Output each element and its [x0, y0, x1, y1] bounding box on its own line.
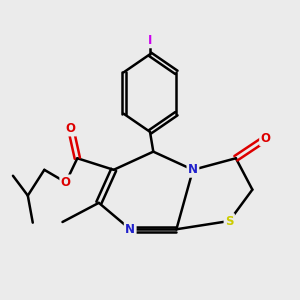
Text: O: O	[261, 132, 271, 145]
Text: N: N	[188, 163, 198, 176]
Text: I: I	[148, 34, 152, 47]
Text: N: N	[125, 223, 135, 236]
Text: S: S	[225, 214, 233, 227]
Text: O: O	[61, 176, 71, 189]
Text: O: O	[66, 122, 76, 135]
